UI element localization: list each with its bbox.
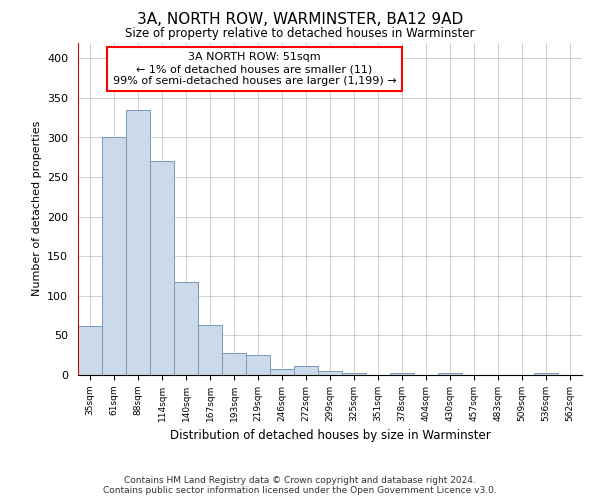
Bar <box>390 374 414 375</box>
Text: Size of property relative to detached houses in Warminster: Size of property relative to detached ho… <box>125 28 475 40</box>
Y-axis label: Number of detached properties: Number of detached properties <box>32 121 41 296</box>
Text: 3A, NORTH ROW, WARMINSTER, BA12 9AD: 3A, NORTH ROW, WARMINSTER, BA12 9AD <box>137 12 463 28</box>
Bar <box>150 161 174 375</box>
Text: 3A NORTH ROW: 51sqm
← 1% of detached houses are smaller (11)
99% of semi-detache: 3A NORTH ROW: 51sqm ← 1% of detached hou… <box>113 52 396 86</box>
Bar <box>174 282 198 375</box>
Bar <box>198 325 222 375</box>
Bar <box>222 353 246 375</box>
Bar <box>534 374 558 375</box>
Bar <box>126 110 150 375</box>
Bar <box>342 372 366 375</box>
Bar <box>270 370 294 375</box>
Text: Contains HM Land Registry data © Crown copyright and database right 2024.
Contai: Contains HM Land Registry data © Crown c… <box>103 476 497 495</box>
Bar <box>318 371 342 375</box>
X-axis label: Distribution of detached houses by size in Warminster: Distribution of detached houses by size … <box>170 430 490 442</box>
Bar <box>246 355 270 375</box>
Bar <box>102 138 126 375</box>
Bar <box>438 372 462 375</box>
Bar <box>78 326 102 375</box>
Bar <box>294 366 318 375</box>
